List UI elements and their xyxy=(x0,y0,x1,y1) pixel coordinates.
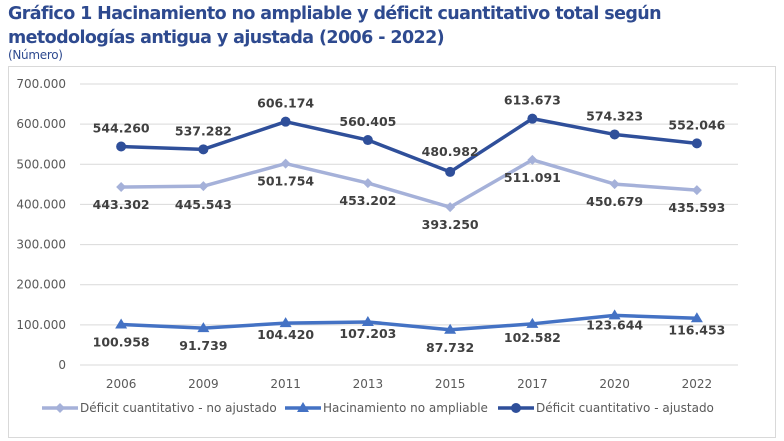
data-label: 613.673 xyxy=(504,93,561,108)
legend-marker xyxy=(511,403,521,413)
x-axis-ticks: 2006 2009 2011 2013 2015 2017 2020 2022 xyxy=(106,377,712,391)
data-label: 552.046 xyxy=(668,117,725,132)
data-point-marker xyxy=(609,129,620,140)
y-axis-ticks: 0 100.000 200.000 300.000 400.000 500.000 600.… xyxy=(16,77,66,372)
y-tick-label: 400.000 xyxy=(16,197,66,211)
legend-label: Déficit cuantitativo - ajustado xyxy=(536,401,714,415)
data-point-marker xyxy=(116,182,127,193)
legend-label: Déficit cuantitativo - no ajustado xyxy=(80,401,277,415)
data-label: 102.582 xyxy=(504,330,561,345)
data-point-marker xyxy=(362,178,373,189)
y-tick-label: 500.000 xyxy=(16,157,66,171)
data-point-marker xyxy=(608,309,621,320)
legend-item: Déficit cuantitativo - ajustado xyxy=(498,401,714,415)
legend-item: Hacinamiento no ampliable xyxy=(285,401,488,415)
data-label: 104.420 xyxy=(257,327,314,342)
data-label: 445.543 xyxy=(175,197,232,212)
y-tick-label: 100.000 xyxy=(16,318,66,332)
data-point-marker xyxy=(279,317,292,328)
series-line xyxy=(121,313,697,332)
y-tick-label: 200.000 xyxy=(16,278,66,292)
x-tick-label: 2006 xyxy=(106,377,137,391)
data-label: 606.174 xyxy=(257,96,314,111)
x-tick-label: 2011 xyxy=(270,377,301,391)
data-label: 453.202 xyxy=(339,193,396,208)
data-label: 91.739 xyxy=(179,338,227,353)
y-tick-label: 0 xyxy=(58,358,66,372)
data-point-marker xyxy=(198,181,209,192)
data-label: 544.260 xyxy=(93,121,150,136)
chart-frame xyxy=(8,66,776,438)
data-label: 123.644 xyxy=(586,317,643,332)
chart-title: Gráfico 1 Hacinamiento no ampliable y dé… xyxy=(8,4,662,48)
data-point-marker xyxy=(280,158,291,169)
x-tick-label: 2020 xyxy=(599,377,630,391)
data-label: 560.405 xyxy=(339,114,396,129)
data-label: 435.593 xyxy=(668,200,725,215)
data-label: 537.282 xyxy=(175,123,232,138)
x-tick-label: 2017 xyxy=(517,377,548,391)
data-label: 450.679 xyxy=(586,194,643,209)
data-point-marker xyxy=(197,322,210,333)
data-label: 501.754 xyxy=(257,174,314,189)
data-label: 393.250 xyxy=(422,217,479,232)
series-lines xyxy=(115,113,703,334)
chart-subtitle: (Número) xyxy=(8,48,63,62)
legend-label: Hacinamiento no ampliable xyxy=(323,401,488,415)
x-tick-label: 2015 xyxy=(435,377,466,391)
legend: Déficit cuantitativo - no ajustado Hacina… xyxy=(42,401,714,415)
y-tick-label: 700.000 xyxy=(16,77,66,91)
x-tick-label: 2009 xyxy=(188,377,219,391)
data-label: 107.203 xyxy=(339,326,396,341)
data-point-marker xyxy=(691,185,702,196)
data-label: 443.302 xyxy=(93,197,150,212)
data-point-marker xyxy=(444,323,457,334)
data-label: 100.958 xyxy=(93,334,150,349)
data-point-marker xyxy=(280,116,291,127)
data-point-marker xyxy=(361,315,374,326)
data-point-marker xyxy=(362,135,373,146)
data-label: 574.323 xyxy=(586,108,643,123)
y-tick-label: 300.000 xyxy=(16,238,66,252)
series-line xyxy=(121,158,698,209)
series-line xyxy=(121,116,698,174)
data-point-marker xyxy=(445,202,456,213)
data-point-marker xyxy=(691,138,702,149)
x-tick-label: 2013 xyxy=(353,377,384,391)
data-point-marker xyxy=(609,179,620,190)
data-point-marker xyxy=(527,113,538,124)
legend-marker xyxy=(55,403,65,413)
data-labels: 443.302 445.543 501.754 453.202 393.250 511.0… xyxy=(93,93,726,355)
data-point-marker xyxy=(526,317,539,328)
x-tick-label: 2022 xyxy=(682,377,713,391)
data-point-marker xyxy=(115,318,128,329)
data-point-marker xyxy=(527,154,538,165)
data-point-marker xyxy=(116,141,127,152)
data-point-marker xyxy=(690,312,703,323)
data-point-marker xyxy=(198,144,209,155)
gridlines xyxy=(80,83,738,366)
data-label: 480.982 xyxy=(422,144,479,159)
data-label: 116.453 xyxy=(668,322,725,337)
legend-marker xyxy=(297,402,309,412)
legend-item: Déficit cuantitativo - no ajustado xyxy=(42,401,277,415)
y-tick-label: 600.000 xyxy=(16,117,66,131)
data-label: 511.091 xyxy=(504,170,561,185)
data-point-marker xyxy=(445,166,456,177)
data-label: 87.732 xyxy=(426,340,474,355)
